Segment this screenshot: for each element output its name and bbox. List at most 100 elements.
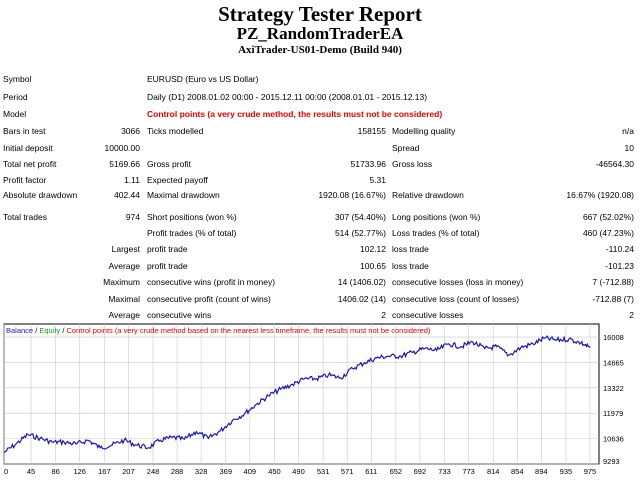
- total-trades-label: Total trades: [3, 212, 47, 222]
- maximal-consecutive-profit-label: consecutive profit (count of wins): [147, 294, 271, 304]
- legend-equity: Equity: [39, 326, 61, 335]
- y-tick-labels: 9293 10636 11979 13322 14665 16008: [603, 333, 624, 466]
- average-consecutive-losses-label: consecutive losses: [392, 310, 464, 320]
- x-tick-label: 571: [341, 467, 354, 476]
- legend-separator: /: [60, 326, 67, 335]
- x-tick-label: 490: [292, 467, 305, 476]
- long-positions-value: 667 (52.02%): [582, 212, 634, 222]
- average-loss-trade-label: loss trade: [392, 261, 429, 271]
- x-tick-label: 854: [511, 467, 524, 476]
- relative-drawdown-value: 16.67% (1920.08): [566, 190, 634, 200]
- x-tick-label: 733: [438, 467, 451, 476]
- y-tick-label: 14665: [603, 358, 624, 367]
- average-profit-trade-value: 100.65: [360, 261, 386, 271]
- average-profit-trade-label: profit trade: [147, 261, 188, 271]
- chart-legend: Balance / Equity / Control points (a ver…: [6, 326, 430, 335]
- x-tick-label: 814: [487, 467, 500, 476]
- y-tick-label: 16008: [603, 333, 624, 342]
- largest-label: Largest: [111, 244, 140, 254]
- x-tick-label: 248: [147, 467, 160, 476]
- expected-payoff-value: 5.31: [369, 175, 386, 185]
- gross-loss-label: Gross loss: [392, 159, 433, 169]
- y-tick-label: 11979: [603, 409, 623, 418]
- y-tick-label: 13322: [603, 384, 624, 393]
- maximal-consecutive-profit-value: 1406.02 (14): [337, 294, 386, 304]
- absolute-drawdown-value: 402.44: [114, 190, 140, 200]
- period-value: Daily (D1) 2008.01.02 00:00 - 2015.12.11…: [147, 92, 428, 102]
- spread-value: 10: [624, 143, 634, 153]
- grid-lines: [3, 324, 599, 465]
- report-title: Strategy Tester Report: [218, 2, 422, 26]
- model-label: Model: [3, 109, 27, 119]
- symbol-value: EURUSD (Euro vs US Dollar): [147, 74, 259, 84]
- x-tick-label: 45: [27, 467, 35, 476]
- x-tick-label: 773: [462, 467, 475, 476]
- maximal-drawdown-label: Maximal drawdown: [147, 190, 220, 200]
- x-tick-label: 692: [414, 467, 427, 476]
- average-label: Average: [108, 261, 140, 271]
- x-tick-label: 167: [98, 467, 111, 476]
- x-tick-label: 894: [535, 467, 548, 476]
- deposit-value: 10000.00: [104, 143, 140, 153]
- x-tick-label: 975: [584, 467, 597, 476]
- profit-trades-value: 514 (52.77%): [334, 228, 386, 238]
- maximal-label: Maximal: [108, 294, 140, 304]
- maximum-label: Maximum: [103, 277, 140, 287]
- legend-separator: /: [33, 326, 40, 335]
- x-tick-label: 450: [268, 467, 281, 476]
- x-tick-label: 0: [4, 467, 8, 476]
- largest-loss-trade-label: loss trade: [392, 244, 429, 254]
- expert-advisor-name: PZ_RandomTraderEA: [236, 24, 404, 43]
- x-tick-label: 611: [365, 467, 377, 476]
- x-tick-labels: 0 45 86 126 167 207 248 288 328 369 409 450 490 531 57…: [4, 467, 596, 476]
- loss-trades-value: 460 (47.23%): [582, 228, 634, 238]
- legend-balance: Balance: [6, 326, 34, 335]
- symbol-label: Symbol: [3, 74, 32, 84]
- x-tick-label: 652: [390, 467, 403, 476]
- profit-trades-label: Profit trades (% of total): [147, 228, 237, 238]
- total-net-profit-label: Total net profit: [3, 159, 57, 169]
- max-consecutive-losses-value: 7 (-712.88): [592, 277, 634, 287]
- loss-trades-label: Loss trades (% of total): [392, 228, 480, 238]
- x-tick-label: 369: [220, 467, 233, 476]
- total-net-profit-value: 5169.66: [109, 159, 140, 169]
- x-tick-label: 328: [195, 467, 208, 476]
- y-tick-label: 10636: [603, 435, 624, 444]
- x-tick-label: 288: [171, 467, 184, 476]
- x-tick-label: 531: [317, 467, 330, 476]
- max-consecutive-losses-label: consecutive losses (loss in money): [392, 277, 524, 287]
- balance-chart: 9293 10636 11979 13322 14665 16008 0 45 86 126 16…: [3, 323, 637, 478]
- long-positions-label: Long positions (won %): [392, 212, 481, 222]
- profit-factor-value: 1.11: [124, 175, 140, 185]
- balance-chart-svg: 9293 10636 11979 13322 14665 16008 0 45 86 126 16…: [3, 323, 624, 476]
- x-tick-label: 86: [52, 467, 60, 476]
- x-tick-label: 207: [122, 467, 135, 476]
- period-label: Period: [3, 92, 28, 102]
- modelling-quality-label: Modelling quality: [392, 126, 456, 136]
- ticks-label: Ticks modelled: [147, 126, 204, 136]
- absolute-drawdown-label: Absolute drawdown: [3, 190, 78, 200]
- model-value: Control points (a very crude method, the…: [147, 109, 443, 119]
- average-consecutive-wins-value: 2: [381, 310, 386, 320]
- profit-factor-label: Profit factor: [3, 175, 47, 185]
- maximal-consecutive-loss-label: consecutive loss (count of losses): [392, 294, 520, 304]
- x-tick-label: 126: [73, 467, 86, 476]
- relative-drawdown-label: Relative drawdown: [392, 190, 464, 200]
- short-positions-value: 307 (54.40%): [334, 212, 386, 222]
- expected-payoff-label: Expected payoff: [147, 175, 208, 185]
- x-tick-label: 935: [560, 467, 573, 476]
- maximal-consecutive-loss-value: -712.88 (7): [592, 294, 634, 304]
- y-tick-label: 9293: [603, 457, 620, 466]
- ticks-value: 158155: [357, 126, 386, 136]
- balance-line: [3, 335, 591, 453]
- gross-loss-value: -46564.30: [595, 159, 634, 169]
- modelling-quality-value: n/a: [622, 126, 634, 136]
- total-trades-value: 974: [125, 212, 140, 222]
- bars-label: Bars in test: [3, 126, 46, 136]
- largest-profit-trade-label: profit trade: [147, 244, 188, 254]
- server-build: AxiTrader-US01-Demo (Build 940): [238, 44, 402, 56]
- max-consecutive-wins-value: 14 (1406.02): [337, 277, 386, 287]
- bars-value: 3066: [121, 126, 140, 136]
- gross-profit-value: 51733.96: [350, 159, 386, 169]
- legend-control-points: Control points (a very crude method base…: [66, 326, 431, 335]
